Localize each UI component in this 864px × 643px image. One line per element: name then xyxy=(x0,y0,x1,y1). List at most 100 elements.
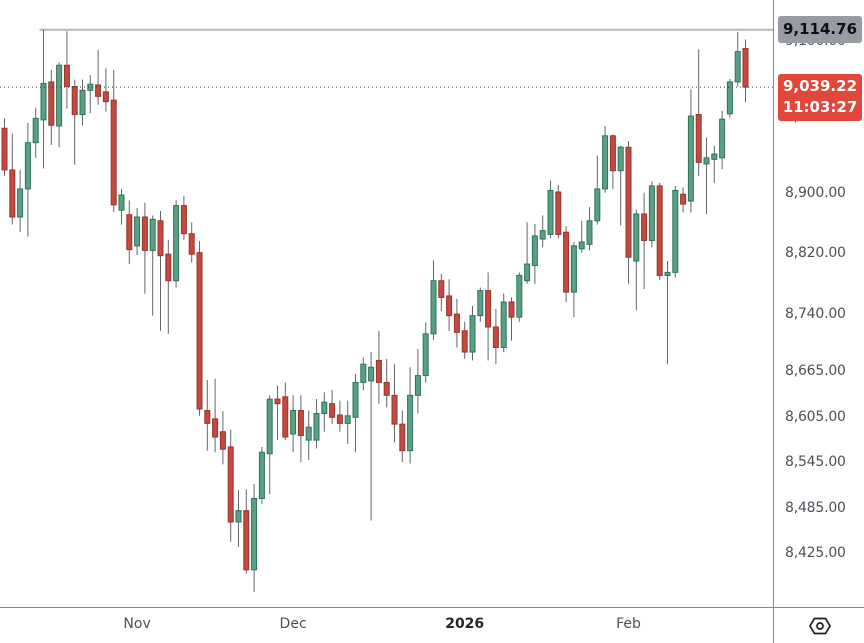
price-axis-label: 8,425.00 xyxy=(785,545,846,562)
candle-body xyxy=(95,84,102,97)
candle-body xyxy=(648,185,655,242)
candle-body xyxy=(617,146,624,172)
candle-body xyxy=(687,115,694,202)
candle-body xyxy=(438,280,445,298)
candle-body xyxy=(711,153,718,160)
candle-body xyxy=(500,301,507,349)
candle-body xyxy=(251,497,258,571)
candle-body xyxy=(485,290,492,328)
candle-body xyxy=(274,398,281,405)
candle-body xyxy=(17,188,24,218)
candle-body xyxy=(165,253,172,282)
candlestick-plot[interactable] xyxy=(0,0,773,607)
price-axis-label: 8,545.00 xyxy=(785,454,846,471)
candle-body xyxy=(547,189,554,235)
candle-body xyxy=(157,220,164,257)
candle-body xyxy=(329,403,336,418)
candle-body xyxy=(79,89,86,116)
candle-body xyxy=(391,394,398,425)
candle-body xyxy=(134,216,141,247)
candle-body xyxy=(126,214,133,251)
candle-body xyxy=(625,146,632,258)
candle-body xyxy=(664,271,671,276)
chart-pane[interactable] xyxy=(0,0,773,607)
price-axis-label: 8,665.00 xyxy=(785,363,846,380)
candle-body xyxy=(578,241,585,250)
candle-body xyxy=(32,117,39,144)
candle-body xyxy=(297,409,304,437)
candle-body xyxy=(407,394,414,452)
candle-body xyxy=(71,85,78,116)
high-price-label: 9,114.76 xyxy=(782,20,858,39)
hexagon-circle-icon[interactable] xyxy=(808,616,832,636)
candle-body xyxy=(609,135,616,172)
candle-body xyxy=(446,295,453,317)
last-price-badge: 9,039.22 11:03:27 xyxy=(778,74,862,122)
price-axis-label: 8,485.00 xyxy=(785,499,846,516)
candle-body xyxy=(641,213,648,242)
candle-body xyxy=(352,381,359,418)
candle-body xyxy=(1,127,8,171)
time-axis-month-label: Feb xyxy=(616,616,641,632)
candle-body xyxy=(672,189,679,273)
candle-body xyxy=(680,193,687,205)
candle-body xyxy=(508,301,515,318)
candle-body xyxy=(56,64,63,127)
candle-body xyxy=(656,185,663,276)
candle-body xyxy=(102,91,109,103)
candle-body xyxy=(149,218,156,251)
high-price-badge: 9,114.76 xyxy=(778,16,862,44)
candle-body xyxy=(305,426,312,441)
candle-body xyxy=(742,48,749,88)
candle-body xyxy=(360,363,367,383)
candle-body xyxy=(539,230,546,240)
price-axis[interactable]: 9,114.76 9,039.22 11:03:27 9,100.009,000… xyxy=(773,0,864,607)
candle-body xyxy=(399,423,406,452)
candle-body xyxy=(726,81,733,115)
candle-body xyxy=(524,263,531,282)
candle-body xyxy=(40,82,47,121)
axis-corner[interactable] xyxy=(773,607,864,643)
candle-body xyxy=(63,64,70,87)
candle-body xyxy=(695,114,702,163)
candle-body xyxy=(180,205,187,235)
last-price-label: 9,039.22 xyxy=(782,77,858,96)
candle-body xyxy=(469,315,476,353)
candle-body xyxy=(9,169,16,218)
candle-body xyxy=(633,213,640,262)
time-axis-month-label: Nov xyxy=(123,616,151,632)
time-axis-year-label: 2026 xyxy=(445,616,485,632)
candle-body xyxy=(453,313,460,333)
candle-body xyxy=(204,409,211,424)
candle-body xyxy=(141,216,148,251)
price-axis-label: 8,605.00 xyxy=(785,408,846,425)
candle-body xyxy=(414,375,421,396)
candle-body xyxy=(118,194,125,211)
candle-body xyxy=(703,157,710,165)
candle-body xyxy=(282,396,289,438)
candle-body xyxy=(734,51,741,83)
price-axis-label: 8,740.00 xyxy=(785,306,846,323)
candle-body xyxy=(196,252,203,410)
candle-body xyxy=(227,446,234,523)
bar-countdown-label: 11:03:27 xyxy=(782,98,858,117)
candle-body xyxy=(570,245,577,293)
candle-body xyxy=(516,274,523,318)
candle-body xyxy=(266,398,273,455)
candle-body xyxy=(422,333,429,377)
candle-body xyxy=(430,280,437,335)
candle-body xyxy=(188,233,195,255)
candle-body xyxy=(555,191,562,235)
candle-body xyxy=(602,135,609,190)
time-axis[interactable]: Nov Dec 2026 Feb xyxy=(0,607,773,643)
candle-body xyxy=(368,366,375,382)
candle-body xyxy=(219,431,226,450)
candle-body xyxy=(110,99,117,206)
candle-body xyxy=(586,220,593,245)
price-axis-label: 8,820.00 xyxy=(785,245,846,262)
candle-body xyxy=(212,418,219,438)
candle-body xyxy=(531,235,538,267)
candle-body xyxy=(492,326,499,349)
candle-body xyxy=(48,81,55,126)
